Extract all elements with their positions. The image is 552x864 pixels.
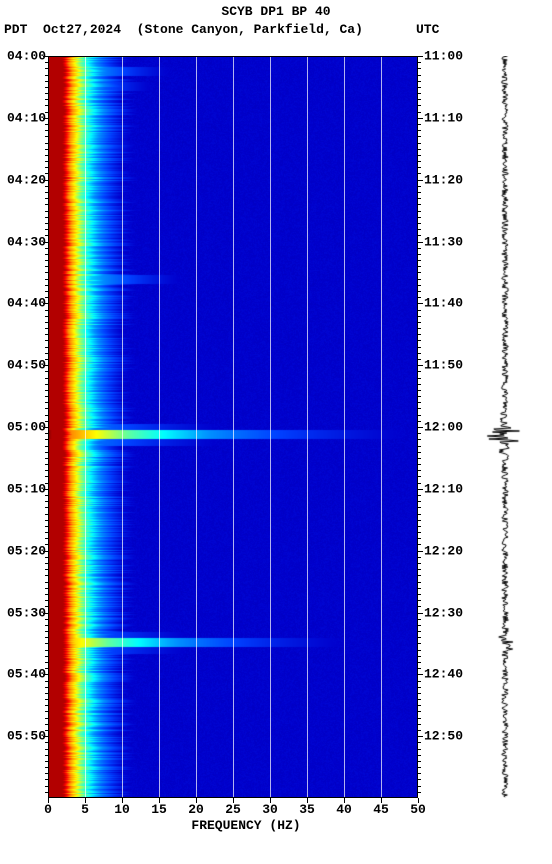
ytick-left: 04:00: [0, 49, 46, 64]
ytick-right: 12:20: [424, 543, 474, 558]
xtick: 30: [258, 802, 282, 817]
ytick-right: 11:20: [424, 172, 474, 187]
xtick: 5: [73, 802, 97, 817]
right-tz: UTC: [416, 22, 439, 37]
ytick-left: 04:10: [0, 110, 46, 125]
ytick-left: 05:10: [0, 481, 46, 496]
ytick-left: 05:50: [0, 729, 46, 744]
ytick-right: 12:00: [424, 420, 474, 435]
xtick: 40: [332, 802, 356, 817]
ytick-left: 05:20: [0, 543, 46, 558]
ytick-right: 11:50: [424, 358, 474, 373]
plot-title: SCYB DP1 BP 40: [0, 4, 552, 19]
ytick-right: 12:50: [424, 729, 474, 744]
x-axis-label: FREQUENCY (HZ): [0, 818, 522, 833]
xtick: 45: [369, 802, 393, 817]
xtick: 20: [184, 802, 208, 817]
xtick: 50: [406, 802, 430, 817]
xtick: 0: [36, 802, 60, 817]
xtick: 35: [295, 802, 319, 817]
spectrogram-plot: [48, 56, 418, 798]
xtick: 10: [110, 802, 134, 817]
ytick-left: 05:00: [0, 420, 46, 435]
ytick-right: 12:40: [424, 667, 474, 682]
xtick: 15: [147, 802, 171, 817]
ytick-right: 12:10: [424, 481, 474, 496]
ytick-left: 04:20: [0, 172, 46, 187]
ytick-left: 04:30: [0, 234, 46, 249]
ytick-left: 05:30: [0, 605, 46, 620]
ytick-left: 04:50: [0, 358, 46, 373]
ytick-right: 12:30: [424, 605, 474, 620]
location: (Stone Canyon, Parkfield, Ca): [137, 22, 363, 37]
date: Oct27,2024: [43, 22, 121, 37]
ytick-left: 05:40: [0, 667, 46, 682]
ytick-left: 04:40: [0, 296, 46, 311]
ytick-right: 11:30: [424, 234, 474, 249]
header-left: PDT Oct27,2024 (Stone Canyon, Parkfield,…: [4, 22, 363, 37]
ytick-right: 11:40: [424, 296, 474, 311]
ytick-right: 11:10: [424, 110, 474, 125]
ytick-right: 11:00: [424, 49, 474, 64]
left-tz: PDT: [4, 22, 27, 37]
xtick: 25: [221, 802, 245, 817]
waveform-trace: [486, 56, 524, 798]
